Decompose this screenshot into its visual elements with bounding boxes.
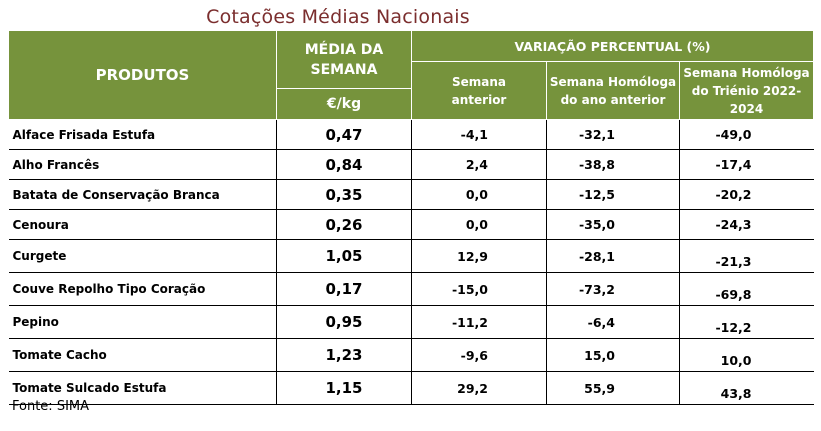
media-cell: 0,26 <box>276 209 412 240</box>
produto-cell: Couve Repolho Tipo Coração <box>8 272 277 306</box>
header-produtos: PRODUTOS <box>8 30 277 120</box>
trienio-cell: -21,3 <box>679 239 814 273</box>
media-cell: 1,23 <box>276 338 412 372</box>
media-cell: 0,17 <box>276 272 412 306</box>
media-cell: 1,15 <box>276 371 412 405</box>
trienio-cell: 43,8 <box>679 371 814 405</box>
table-row: Tomate Cacho 1,23 -9,6 15,0 10,0 <box>8 338 814 372</box>
media-cell: 1,05 <box>276 239 412 273</box>
produto-cell: Cenoura <box>8 209 277 240</box>
header-media-line2: SEMANA <box>310 61 378 78</box>
produto-cell: Curgete <box>8 239 277 273</box>
header-sub2-line2: do ano anterior <box>560 92 666 107</box>
header-ano-anterior: Semana Homóloga do ano anterior <box>546 61 680 120</box>
ano-anterior-cell: -32,1 <box>546 119 680 150</box>
header-sub3-line1: Semana Homóloga <box>683 65 810 80</box>
semana-anterior-cell: 0,0 <box>411 179 547 210</box>
table-row: Curgete 1,05 12,9 -28,1 -21,3 <box>8 239 814 273</box>
header-media-line1: MÉDIA DA <box>304 41 384 58</box>
trienio-cell: 10,0 <box>679 338 814 372</box>
trienio-cell: -20,2 <box>679 179 814 210</box>
semana-anterior-cell: -11,2 <box>411 305 547 339</box>
header-sub1-line2: anterior <box>451 92 507 107</box>
semana-anterior-cell: 0,0 <box>411 209 547 240</box>
table-row: Tomate Sulcado Estufa 1,15 29,2 55,9 43,… <box>8 371 814 405</box>
header-sub3-line2: do Triénio 2022- <box>691 83 802 98</box>
semana-anterior-cell: 2,4 <box>411 149 547 180</box>
header-sub2-line1: Semana Homóloga <box>549 74 677 89</box>
table-row: Batata de Conservação Branca 0,35 0,0 -1… <box>8 179 814 210</box>
source-note: Fonte: SIMA <box>12 399 90 414</box>
header-media: MÉDIA DA SEMANA <box>276 30 412 89</box>
table-row: Couve Repolho Tipo Coração 0,17 -15,0 -7… <box>8 272 814 306</box>
table-row: Pepino 0,95 -11,2 -6,4 -12,2 <box>8 305 814 339</box>
media-cell: 0,47 <box>276 119 412 150</box>
produto-cell: Tomate Cacho <box>8 338 277 372</box>
page-title: Cotações Médias Nacionais <box>206 6 470 28</box>
ano-anterior-cell: -12,5 <box>546 179 680 210</box>
produto-cell: Alho Francês <box>8 149 277 180</box>
produto-cell: Batata de Conservação Branca <box>8 179 277 210</box>
semana-anterior-cell: -15,0 <box>411 272 547 306</box>
ano-anterior-cell: -73,2 <box>546 272 680 306</box>
header-variacao: VARIAÇÃO PERCENTUAL (%) <box>411 30 814 62</box>
table-row: Alho Francês 0,84 2,4 -38,8 -17,4 <box>8 149 814 180</box>
prices-table: PRODUTOS MÉDIA DA SEMANA VARIAÇÃO PERCEN… <box>8 30 814 405</box>
ano-anterior-cell: 55,9 <box>546 371 680 405</box>
header-sub1-line1: Semana <box>451 74 507 89</box>
produto-cell: Pepino <box>8 305 277 339</box>
ano-anterior-cell: -35,0 <box>546 209 680 240</box>
trienio-cell: -69,8 <box>679 272 814 306</box>
header-sub3-line3: 2024 <box>729 101 764 116</box>
ano-anterior-cell: -38,8 <box>546 149 680 180</box>
trienio-cell: -17,4 <box>679 149 814 180</box>
ano-anterior-cell: -6,4 <box>546 305 680 339</box>
trienio-cell: -24,3 <box>679 209 814 240</box>
produto-cell: Tomate Sulcado Estufa <box>8 371 277 405</box>
header-trienio: Semana Homóloga do Triénio 2022- 2024 <box>679 61 814 120</box>
media-cell: 0,84 <box>276 149 412 180</box>
semana-anterior-cell: 12,9 <box>411 239 547 273</box>
produto-cell: Alface Frisada Estufa <box>8 119 277 150</box>
table-row: Cenoura 0,26 0,0 -35,0 -24,3 <box>8 209 814 240</box>
header-unit: €/kg <box>276 88 412 120</box>
table-row: Alface Frisada Estufa 0,47 -4,1 -32,1 -4… <box>8 119 814 150</box>
trienio-cell: -12,2 <box>679 305 814 339</box>
semana-anterior-cell: 29,2 <box>411 371 547 405</box>
trienio-cell: -49,0 <box>679 119 814 150</box>
media-cell: 0,95 <box>276 305 412 339</box>
ano-anterior-cell: -28,1 <box>546 239 680 273</box>
semana-anterior-cell: -4,1 <box>411 119 547 150</box>
header-semana-anterior: Semana anterior <box>411 61 547 120</box>
semana-anterior-cell: -9,6 <box>411 338 547 372</box>
ano-anterior-cell: 15,0 <box>546 338 680 372</box>
media-cell: 0,35 <box>276 179 412 210</box>
